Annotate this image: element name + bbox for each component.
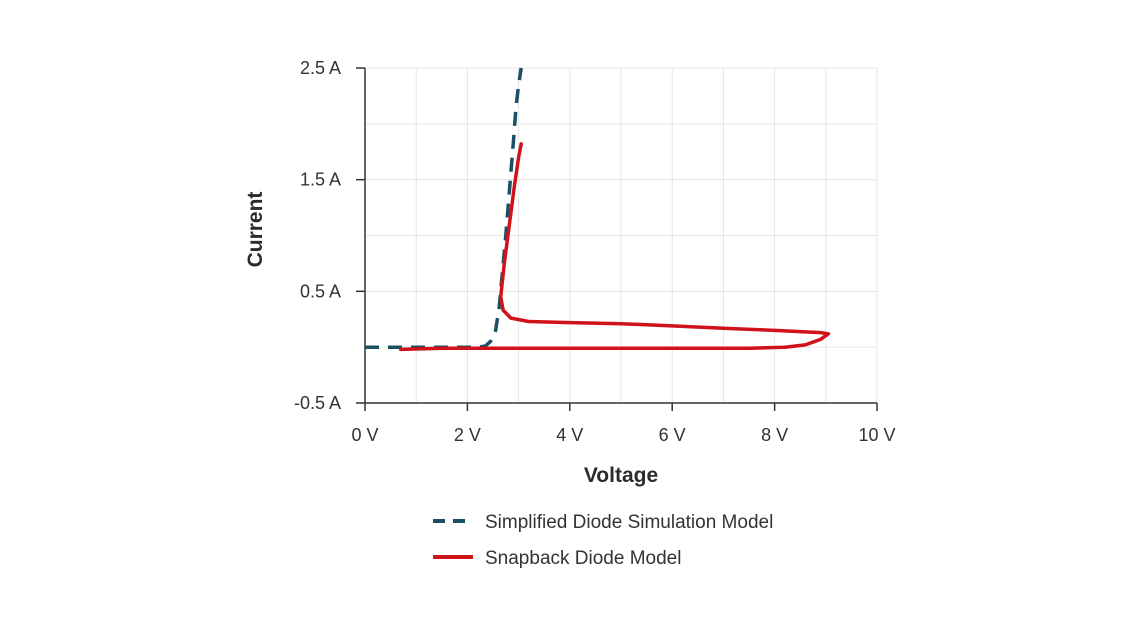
y-tick-label: 0.5 A	[300, 281, 341, 301]
y-axis-title: Current	[244, 192, 267, 268]
x-tick-label: 10 V	[858, 425, 895, 445]
x-tick-label: 6 V	[659, 425, 686, 445]
legend-label-2: Snapback Diode Model	[485, 548, 681, 569]
legend: Simplified Diode Simulation Model Snapbac…	[433, 512, 773, 569]
axes	[356, 67, 878, 411]
y-tick-label: -0.5 A	[294, 393, 341, 413]
grid-lines	[365, 67, 878, 403]
series-line-2	[399, 142, 831, 352]
legend-label-1: Simplified Diode Simulation Model	[485, 512, 773, 533]
x-tick-label: 8 V	[761, 425, 788, 445]
x-tick-label: 0 V	[351, 425, 378, 445]
tick-labels: 0 V 2 V 4 V 6 V 8 V 10 V 2.5 A 1.5 A 0.5 A -0.5 A	[294, 58, 896, 445]
x-tick-label: 4 V	[556, 425, 583, 445]
series-layer	[365, 67, 831, 352]
y-tick-label: 2.5 A	[300, 58, 341, 78]
x-tick-label: 2 V	[454, 425, 481, 445]
series-line-1	[365, 67, 523, 349]
x-axis-title: Voltage	[584, 464, 658, 487]
y-tick-label: 1.5 A	[300, 170, 341, 190]
